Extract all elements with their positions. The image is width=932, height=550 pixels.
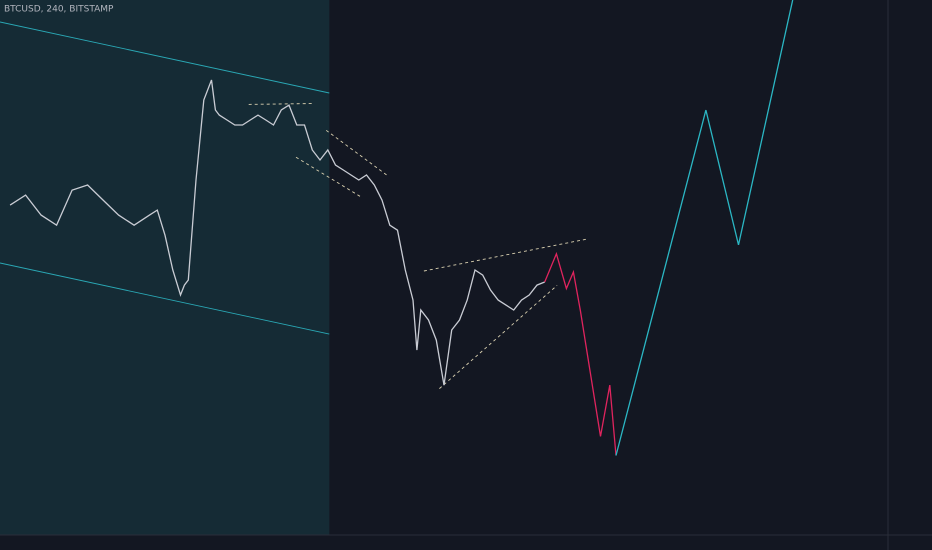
projection-line <box>544 251 617 456</box>
trend-line <box>248 103 315 105</box>
background-layer <box>0 0 330 535</box>
chart-title: BTCUSD, 240, BITSTAMP <box>4 5 114 15</box>
trend-line <box>325 129 387 176</box>
trend-line <box>0 21 330 94</box>
projection-line <box>615 0 794 456</box>
price-line <box>9 79 545 386</box>
trend-line <box>295 156 362 198</box>
drawing-layer <box>0 21 588 389</box>
trend-line <box>0 262 330 335</box>
trend-line <box>439 285 558 389</box>
channel-zone <box>0 0 330 535</box>
trend-line <box>423 238 588 272</box>
price-layer <box>9 0 794 456</box>
